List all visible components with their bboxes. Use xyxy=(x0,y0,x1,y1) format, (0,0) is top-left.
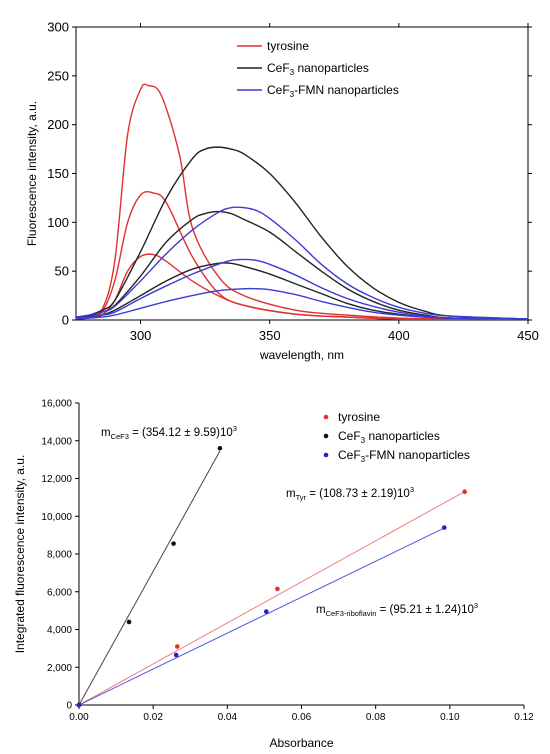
data-point-2-3 xyxy=(171,541,176,546)
y-tick-label: 4,000 xyxy=(47,625,72,636)
y-tick-label: 8,000 xyxy=(47,550,72,561)
y-tick-label: 12,000 xyxy=(41,474,72,485)
y-tick-label: 250 xyxy=(47,68,69,83)
legend-marker-1 xyxy=(323,414,329,420)
legend-label-3: CeF3-FMN nanoparticles xyxy=(338,448,470,464)
series-group xyxy=(76,83,528,320)
y-tick-label: 2,000 xyxy=(47,663,72,674)
x-tick-label: 0.12 xyxy=(514,712,534,723)
y-tick-label: 150 xyxy=(47,166,69,181)
y-tick-label: 100 xyxy=(47,215,69,230)
calibration-chart: 0.00 0.02 0.04 0.06 0.08 0.10 0.12 0 2,000 4,000 6… xyxy=(13,399,534,751)
legend-label-3: CeF3-FMN nanoparticles xyxy=(267,83,399,99)
legend-label-2: CeF3 nanoparticles xyxy=(267,61,369,77)
x-tick-label: 300 xyxy=(130,328,152,343)
ann-cef3: mCeF3 = (354.12 ± 9.59)103 xyxy=(101,424,237,441)
spectrum-line-1 xyxy=(76,83,528,320)
data-point-2-2 xyxy=(126,619,132,625)
spectra-chart: 300 350 400 450 0 50 100 150 200 250 300 wavelength… xyxy=(25,20,539,362)
data-point-1-4 xyxy=(462,489,467,495)
legend-marker-2 xyxy=(323,433,329,439)
data-point-3-3 xyxy=(263,609,269,614)
data-point-2-4 xyxy=(217,446,223,451)
ann-tyr: mTyr = (108.73 ± 2.19)103 xyxy=(286,485,414,502)
spectrum-line-7 xyxy=(76,206,528,320)
x-tick-label: 350 xyxy=(259,328,281,343)
data-point-3-1 xyxy=(76,702,82,708)
x-tick-label: 0.00 xyxy=(69,712,89,723)
x-tick-label: 400 xyxy=(388,328,410,343)
y-tick-label: 200 xyxy=(47,117,69,132)
y-tick-label: 0 xyxy=(66,701,72,712)
x-tick-label: 450 xyxy=(517,328,539,343)
fit-line-2 xyxy=(78,450,221,706)
spectrum-line-8 xyxy=(76,258,528,320)
x-axis-label: wavelength, nm xyxy=(259,348,344,362)
legend-marker-3 xyxy=(323,452,329,458)
y-tick-label: 14,000 xyxy=(41,436,72,447)
y-tick-label: 10,000 xyxy=(41,512,72,523)
y-tick-label: 0 xyxy=(62,313,69,328)
fit-line-3 xyxy=(78,527,445,706)
legend-label-1: tyrosine xyxy=(338,410,380,424)
x-tick-label: 0.02 xyxy=(143,712,163,723)
spectrum-line-5 xyxy=(76,210,528,320)
spectrum-line-4 xyxy=(76,146,528,320)
y-axis-label: Integrated fluorescence intensity, a.u. xyxy=(13,455,27,654)
ann-fmn: mCeF3-riboflavin = (95.21 ± 1.24)103 xyxy=(316,601,478,618)
spectrum-line-9 xyxy=(76,287,528,320)
x-tick-label: 0.06 xyxy=(292,712,312,723)
x-tick-label: 0.10 xyxy=(440,712,460,723)
legend-label-2: CeF3 nanoparticles xyxy=(338,429,440,445)
y-tick-label: 300 xyxy=(47,20,69,35)
legend-label-1: tyrosine xyxy=(267,39,309,53)
fit-line-1 xyxy=(78,491,465,706)
y-tick-label: 6,000 xyxy=(47,587,72,598)
data-point-3-4 xyxy=(441,525,447,530)
y-axis-label: Fluorescence intensity, a.u. xyxy=(25,101,39,246)
y-tick-label: 50 xyxy=(55,264,69,279)
data-point-3-2 xyxy=(173,652,179,658)
x-axis-label: Absorbance xyxy=(269,736,333,750)
x-tick-label: 0.08 xyxy=(366,712,386,723)
data-point-1-2 xyxy=(174,644,180,649)
y-tick-label: 16,000 xyxy=(41,399,72,410)
spectrum-line-6 xyxy=(76,262,528,320)
x-tick-label: 0.04 xyxy=(218,712,238,723)
data-point-1-3 xyxy=(275,586,280,592)
